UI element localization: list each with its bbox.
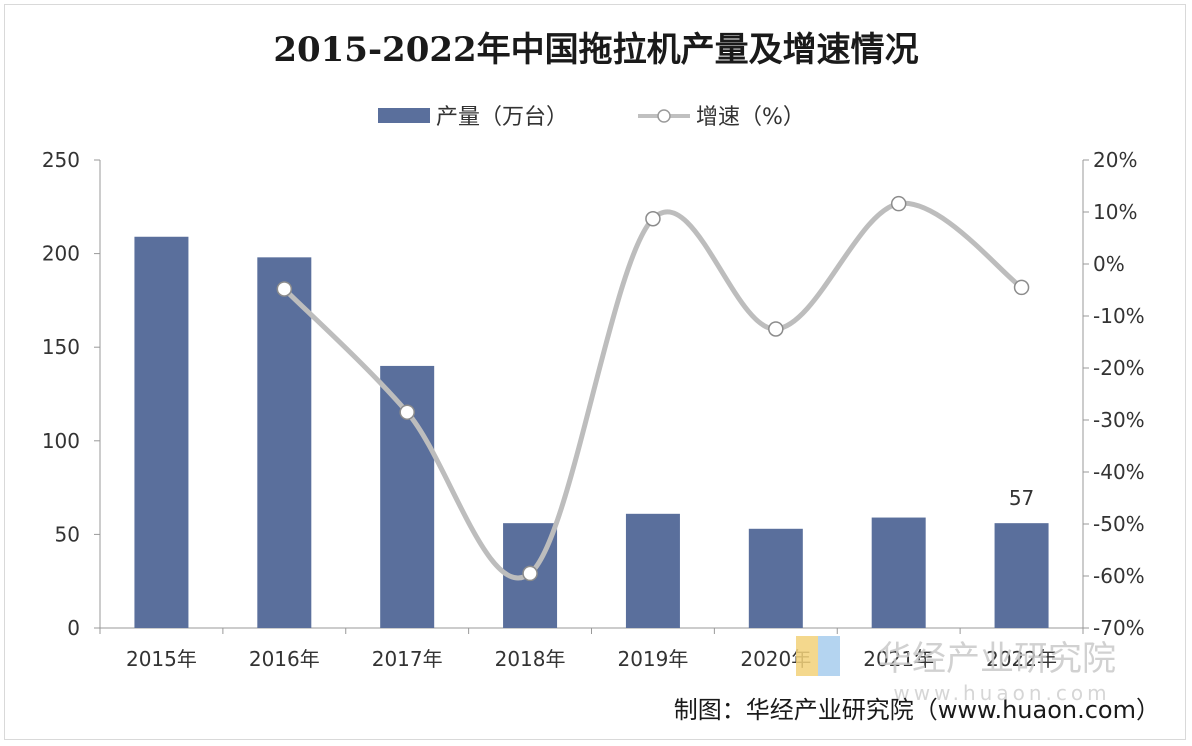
left-tick-label: 50 (55, 522, 80, 546)
x-tick-label: 2019年 (617, 647, 688, 671)
legend-label-growth: 增速（%） (696, 105, 805, 130)
legend-swatch-bar (378, 108, 430, 123)
right-tick-label: 0% (1093, 252, 1125, 276)
x-tick-label: 2018年 (495, 647, 566, 671)
left-tick-label: 100 (42, 429, 80, 453)
legend: 产量（万台） 增速（%） (378, 105, 805, 130)
axes: 0 50 100 150 200 250 -70% -60% -50% -40% -30% -20% -… (42, 148, 1145, 671)
watermark-name: 华经产业研究院 (878, 639, 1116, 679)
x-tick-label: 2022年 (986, 647, 1057, 671)
bar-2016年 (257, 257, 312, 628)
right-tick-label: -50% (1093, 512, 1145, 536)
growth-point-2016年 (276, 281, 293, 297)
bar-2022年 (994, 523, 1049, 628)
legend-label-production: 产量（万台） (436, 105, 568, 130)
right-tick-label: -70% (1093, 616, 1145, 640)
growth-point-2021年 (890, 195, 907, 212)
legend-marker-growth (657, 109, 671, 123)
left-tick-label: 0 (67, 616, 80, 640)
bar-2021年 (871, 517, 926, 628)
bar-2015年 (134, 236, 189, 628)
right-tick-label: 10% (1093, 200, 1137, 224)
watermark-logo-right (818, 636, 840, 676)
watermark: 华经产业研究院 www.huaon.com (796, 636, 1116, 705)
growth-point-2018年 (522, 565, 538, 582)
left-tick-label: 250 (42, 148, 80, 172)
watermark-url: www.huaon.com (893, 681, 1110, 705)
chart-frame (4, 4, 1186, 740)
right-tick-label: -10% (1093, 304, 1145, 328)
growth-point-2017年 (399, 404, 415, 420)
data-labels: 57 (1009, 486, 1034, 510)
watermark-logo-left (796, 636, 818, 676)
growth-line (276, 195, 1030, 582)
growth-point-2022年 (1013, 279, 1030, 296)
chart-title: 2015-2022年中国拖拉机产量及增速情况 (273, 30, 918, 70)
growth-line-path (281, 200, 1025, 581)
left-tick-label: 200 (42, 242, 80, 266)
growth-point-2020年 (768, 321, 784, 337)
right-tick-label: -40% (1093, 460, 1145, 484)
source-note: 制图：华经产业研究院（www.huaon.com） (674, 696, 1160, 724)
growth-point-2019年 (645, 211, 661, 227)
right-tick-label: -30% (1093, 408, 1145, 432)
bars (134, 236, 1049, 628)
bar-2020年 (748, 528, 803, 628)
right-tick-label: -60% (1093, 564, 1145, 588)
bar-2019年 (625, 513, 680, 628)
x-tick-label: 2017年 (372, 647, 443, 671)
x-tick-label: 2016年 (249, 647, 320, 671)
x-tick-label: 2021年 (863, 647, 934, 671)
right-tick-label: -20% (1093, 356, 1145, 380)
right-tick-label: 20% (1093, 148, 1137, 172)
data-label: 57 (1009, 486, 1034, 510)
x-tick-label: 2015年 (126, 647, 197, 671)
left-tick-label: 150 (42, 335, 80, 359)
